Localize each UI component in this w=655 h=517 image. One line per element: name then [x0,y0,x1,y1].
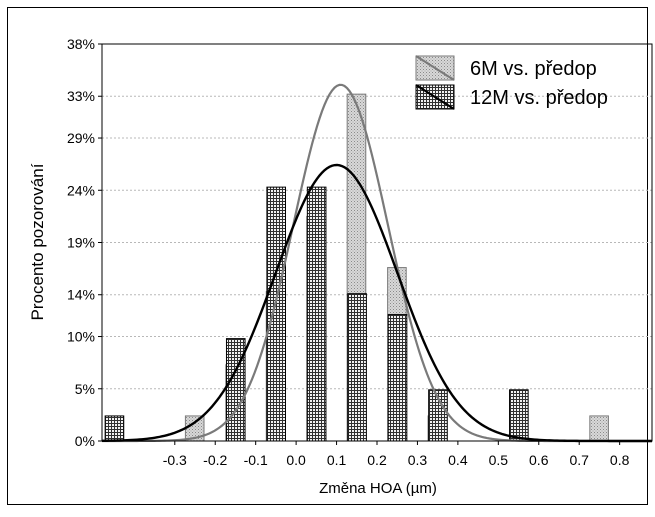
y-tick-label: 14% [67,287,95,303]
x-tick-label: 0.4 [448,452,468,468]
x-tick-label: 0.1 [327,452,347,468]
bar-6m [589,415,609,442]
x-tick-label: 0.8 [610,452,630,468]
x-tick-label: -0.1 [244,452,268,468]
gridlines [102,95,652,390]
bar-12m [266,186,287,442]
bar-12m [509,389,529,442]
x-tick-label: -0.3 [163,452,187,468]
x-tick-label: -0.2 [203,452,227,468]
x-tick-label: 0.2 [367,452,387,468]
x-axis-ticks: -0.3 -0.2 -0.1 0.0 0.1 0.2 0.3 0.4 0.5 0.6 0.7 0.8 [163,441,630,468]
bar-12m [306,186,327,442]
legend: 6M vs. předop 12M vs. předop [415,55,608,110]
curve-12m [101,163,652,443]
y-tick-label: 19% [67,235,95,251]
x-tick-label: 0.5 [489,452,509,468]
bars [104,93,609,442]
fitted-curves [101,83,652,443]
y-tick-label: 33% [67,88,95,104]
outer-border [7,7,648,505]
bar-12m [347,293,367,442]
x-tick-label: 0.7 [569,452,589,468]
y-tick-label: 5% [75,381,95,397]
y-tick-label: 24% [67,182,95,198]
legend-label: 6M vs. předop [470,58,597,80]
y-tick-label: 38% [67,36,95,52]
x-axis-label: Změna HOA (µm) [319,480,437,497]
bar-12m [387,314,408,442]
y-tick-label: 10% [67,329,95,345]
x-tick-label: 0.6 [529,452,549,468]
bar-12m [225,338,246,442]
x-tick-label: 0.3 [408,452,428,468]
y-tick-label: 0% [75,433,95,449]
x-tick-label: 0.0 [286,452,306,468]
y-tick-label: 29% [67,130,95,146]
y-axis-label: Procento pozorování [28,163,47,320]
curve-6m [102,83,652,443]
y-axis-ticks: 0% 5% 10% 14% 19% 24% 29% 33% 38% [67,36,102,449]
legend-label: 12M vs. předop [470,87,608,109]
bar-12m [104,415,125,442]
legend-curve-sample [415,55,455,81]
legend-curve-sample [415,84,455,110]
